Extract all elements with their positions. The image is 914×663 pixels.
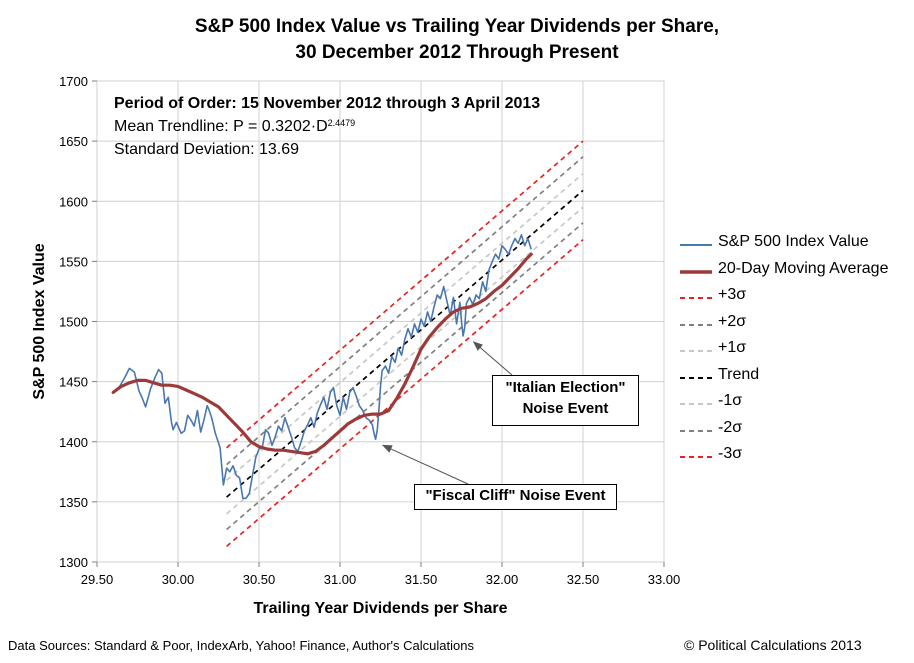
copyright: © Political Calculations 2013	[684, 637, 862, 653]
legend-label: -3σ	[718, 445, 743, 462]
axes: 1300 1350 1400 1450 1500 1550 1600 1650 1700 29.5…	[31, 74, 680, 617]
data-sources: Data Sources: Standard & Poor, IndexArb,…	[8, 638, 474, 653]
band-line-plusminus-2sigma	[226, 156, 584, 466]
legend-item: Trend	[678, 365, 908, 391]
legend-label: +3σ	[718, 286, 747, 303]
callout-arrow	[472, 341, 513, 376]
trendline-exponent: 2.4479	[327, 118, 356, 128]
legend-item: +1σ	[678, 338, 908, 364]
legend-label: 20-Day Moving Average	[718, 259, 889, 277]
legend-swatch	[680, 403, 712, 405]
legend-item: 20-Day Moving Average	[678, 259, 908, 285]
y-tick-label: 1500	[59, 315, 88, 330]
legend-label: +2σ	[718, 312, 747, 330]
legend-swatch	[680, 323, 712, 326]
legend-label: -2σ	[718, 418, 743, 436]
legend-item: S&P 500 Index Value	[678, 232, 908, 258]
italian-election-callout-line2: Noise Event	[522, 400, 609, 417]
y-tick-label: 1450	[59, 375, 88, 390]
x-tick-label: 30.50	[243, 572, 276, 587]
legend-label: S&P 500 Index Value	[718, 233, 869, 250]
y-tick-label: 1400	[59, 435, 88, 450]
y-tick-label: 1650	[59, 134, 88, 149]
band-line-minus-3sigma	[226, 239, 584, 548]
legend-label: -1σ	[718, 392, 743, 409]
y-tick-label: 1300	[59, 555, 88, 570]
trendline-formula: Mean Trendline: P = 0.3202·D	[114, 118, 328, 135]
y-tick-label: 1700	[59, 74, 88, 89]
italian-election-callout-line1: "Italian Election"	[505, 379, 626, 396]
y-axis-title: S&P 500 Index Value	[31, 243, 48, 399]
legend-swatch	[680, 456, 712, 458]
callout-arrows	[381, 341, 513, 485]
callout-arrow	[381, 444, 469, 485]
x-tick-label: 31.50	[405, 572, 438, 587]
x-tick-label: 31.00	[324, 572, 357, 587]
x-tick-label: 30.00	[162, 572, 195, 587]
legend-swatch	[680, 429, 712, 432]
legend-label: Trend	[718, 365, 760, 383]
x-tick-label: 33.00	[648, 572, 681, 587]
legend-swatch	[680, 376, 712, 379]
stdev-annotation: Standard Deviation: 13.69	[114, 141, 300, 158]
italian-election-callout: "Italian Election" Noise Event	[492, 375, 639, 426]
sigma-bands	[226, 140, 584, 548]
legend-label: +1σ	[718, 339, 747, 356]
legend-item: -1σ	[678, 391, 908, 417]
legend-swatch	[680, 350, 712, 352]
chart-title-line2: 30 December 2012 Through Present	[295, 42, 619, 63]
y-tick-label: 1350	[59, 495, 88, 510]
trendline-annotation: Mean Trendline: P = 0.3202·D2.4479	[114, 116, 355, 137]
period-annotation: Period of Order: 15 November 2012 throug…	[114, 95, 541, 112]
legend-swatch	[680, 297, 712, 299]
band-line-minus-1sigma	[226, 206, 584, 515]
band-line-plusminus-1sigma	[226, 172, 584, 481]
y-tick-label: 1600	[59, 194, 88, 209]
x-tick-label: 32.50	[567, 572, 600, 587]
series-line-moving-average	[111, 252, 533, 456]
band-line-plusminus-3sigma	[226, 140, 584, 449]
legend-swatch	[680, 269, 712, 274]
x-tick-label: 29.50	[81, 572, 114, 587]
legend-item: -2σ	[678, 418, 908, 444]
legend-swatch	[680, 244, 712, 246]
x-tick-label: 32.00	[486, 572, 519, 587]
chart-title-line1: S&P 500 Index Value vs Trailing Year Div…	[194, 16, 720, 37]
data-series	[111, 234, 533, 500]
band-line-minus-2sigma	[226, 222, 584, 531]
x-axis-title: Trailing Year Dividends per Share	[253, 600, 507, 617]
grid-lines	[96, 80, 665, 563]
series-line-sp500	[112, 234, 532, 500]
legend-item: +2σ	[678, 312, 908, 338]
fiscal-cliff-callout: "Fiscal Cliff" Noise Event	[414, 484, 617, 510]
legend-item: -3σ	[678, 444, 908, 470]
legend-item: +3σ	[678, 285, 908, 311]
y-tick-label: 1550	[59, 254, 88, 269]
